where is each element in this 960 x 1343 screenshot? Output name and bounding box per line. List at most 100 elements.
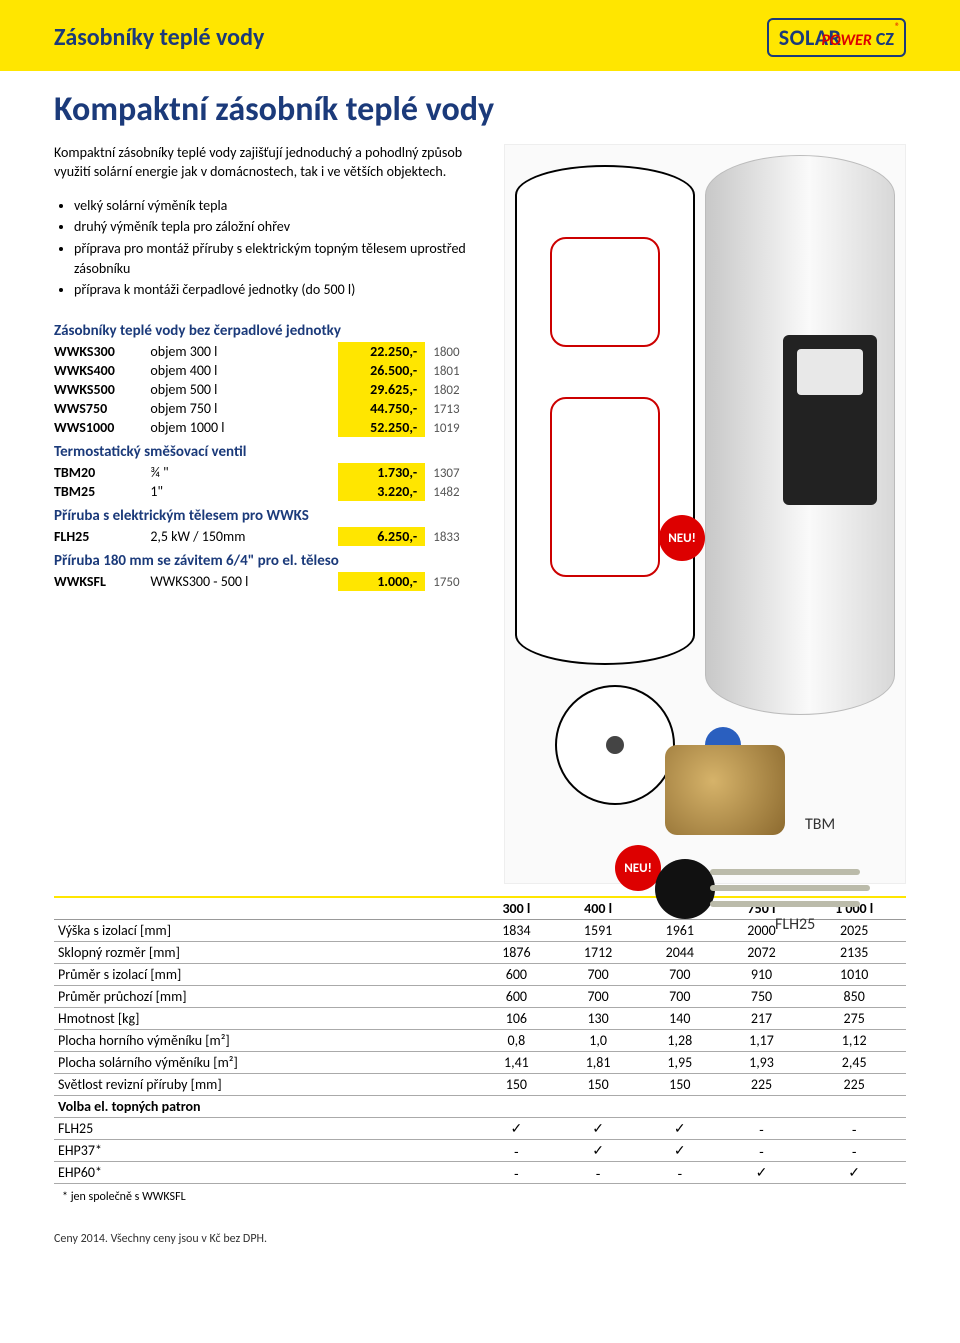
two-column-layout: Kompaktní zásobníky teplé vody zajišťují… [54, 144, 906, 884]
spec-cell: 850 [802, 986, 906, 1008]
spec-cell: ✓ [557, 1140, 639, 1162]
main-content: Kompaktní zásobník teplé vody Kompaktní … [0, 71, 960, 884]
product-price: 29.625,- [338, 380, 425, 399]
product-code: WWKSFL [54, 572, 150, 591]
spec-header [54, 897, 476, 920]
spec-row: Světlost revizní příruby [mm]15015015022… [54, 1074, 906, 1096]
spec-cell: 1,93 [721, 1052, 803, 1074]
category-title: Zásobníky teplé vody [54, 23, 264, 52]
flange-top-view-icon [555, 685, 675, 805]
spec-cell: 1,17 [721, 1030, 803, 1052]
spec-cell: 217 [721, 1008, 803, 1030]
product-sku: 1750 [425, 572, 484, 591]
spec-cell: 1834 [476, 920, 558, 942]
price-section-title: Příruba 180 mm se závitem 6/4" pro el. t… [54, 552, 484, 570]
header-band: Zásobníky teplé vody SOLARPOWERCZ ® [0, 0, 960, 71]
spec-section-label: Volba el. topných patron [54, 1096, 906, 1118]
price-row: WWKS400objem 400 l26.500,-1801 [54, 361, 484, 380]
product-code: WWS1000 [54, 418, 150, 437]
logo-power-text: POWER [822, 31, 872, 50]
spec-cell: 150 [557, 1074, 639, 1096]
spec-cell: 700 [639, 964, 721, 986]
spec-header: 400 l [557, 897, 639, 920]
flh-rod-icon [710, 901, 860, 907]
spec-cell: 750 [721, 986, 803, 1008]
spec-cell: 150 [476, 1074, 558, 1096]
spec-cell: ✓ [639, 1140, 721, 1162]
spec-cell: - [476, 1140, 558, 1162]
spec-label: EHP37* [54, 1140, 476, 1162]
page-footer: Ceny 2014. Všechny ceny jsou v Kč bez DP… [0, 1204, 960, 1258]
spec-cell: 2,45 [802, 1052, 906, 1074]
spec-row: Průměr průchozí [mm]600700700750850 [54, 986, 906, 1008]
spec-cell: ✓ [557, 1118, 639, 1140]
price-row: TBM20¾ "1.730,-1307 [54, 463, 484, 482]
spec-label: Světlost revizní příruby [mm] [54, 1074, 476, 1096]
spec-cell: 0,8 [476, 1030, 558, 1052]
left-column: Kompaktní zásobníky teplé vody zajišťují… [54, 144, 484, 884]
price-table-tanks: WWKS300objem 300 l22.250,-1800 WWKS400ob… [54, 342, 484, 437]
product-sku: 1019 [425, 418, 484, 437]
product-code: WWKS400 [54, 361, 150, 380]
spec-cell: - [639, 1162, 721, 1184]
tbm-valve-icon [665, 745, 785, 835]
spec-row: Hmotnost [kg]106130140217275 [54, 1008, 906, 1030]
spec-label: FLH25 [54, 1118, 476, 1140]
price-row: WWKSFLWWKS300 - 500 l1.000,-1750 [54, 572, 484, 591]
spec-cell: 225 [802, 1074, 906, 1096]
spec-cell: 1010 [802, 964, 906, 986]
product-desc: 1" [150, 482, 338, 501]
solar-coil-icon [550, 397, 660, 577]
spec-cell: - [802, 1118, 906, 1140]
spec-cell: 1,0 [557, 1030, 639, 1052]
product-desc: ¾ " [150, 463, 338, 482]
spec-cell: 225 [721, 1074, 803, 1096]
feature-bullets: velký solární výměník tepla druhý výmění… [54, 196, 484, 300]
spec-cell: 2044 [639, 942, 721, 964]
spec-cell: ✓ [721, 1162, 803, 1184]
spec-row: Průměr s izolací [mm]6007007009101010 [54, 964, 906, 986]
product-price: 1.000,- [338, 572, 425, 591]
price-row: WWKS500objem 500 l29.625,-1802 [54, 380, 484, 399]
spec-cell: 1876 [476, 942, 558, 964]
product-sku: 1833 [425, 527, 484, 546]
spec-cell: 1,95 [639, 1052, 721, 1074]
spec-footnote: * jen společně s WWKSFL [62, 1190, 906, 1204]
product-price: 52.250,- [338, 418, 425, 437]
spec-label: Hmotnost [kg] [54, 1008, 476, 1030]
spec-table: 300 l 400 l 500 l 750 l 1 000 l Výška s … [54, 896, 906, 1184]
price-row: WWS750objem 750 l44.750,-1713 [54, 399, 484, 418]
spec-cell: 130 [557, 1008, 639, 1030]
bullet-item: druhý výměník tepla pro záložní ohřev [74, 217, 484, 237]
spec-cell: 910 [721, 964, 803, 986]
spec-row: Plocha solárního výměníku [m²]1,411,811,… [54, 1052, 906, 1074]
spec-cell: 1,28 [639, 1030, 721, 1052]
spec-label: Průměr průchozí [mm] [54, 986, 476, 1008]
price-section-title: Příruba s elektrickým tělesem pro WWKS [54, 507, 484, 525]
product-desc: objem 300 l [150, 342, 338, 361]
product-code: WWS750 [54, 399, 150, 418]
product-sku: 1307 [425, 463, 484, 482]
spec-cell: 275 [802, 1008, 906, 1030]
flh-heater-icon [655, 855, 855, 925]
product-code: WWKS500 [54, 380, 150, 399]
tbm-label: TBM [805, 815, 835, 834]
intro-paragraph: Kompaktní zásobníky teplé vody zajišťují… [54, 144, 484, 182]
flh-rod-icon [710, 869, 860, 875]
product-desc: objem 500 l [150, 380, 338, 399]
price-table-valve: TBM20¾ "1.730,-1307 TBM251"3.220,-1482 [54, 463, 484, 501]
spec-cell: - [721, 1140, 803, 1162]
product-price: 3.220,- [338, 482, 425, 501]
product-code: FLH25 [54, 527, 150, 546]
price-section-title: Termostatický směšovací ventil [54, 443, 484, 461]
spec-cell: 700 [639, 986, 721, 1008]
spec-row: Plocha horního výměníku [m²]0,81,01,281,… [54, 1030, 906, 1052]
product-code: WWKS300 [54, 342, 150, 361]
logo-cz-text: CZ [876, 28, 894, 50]
spec-label: EHP60* [54, 1162, 476, 1184]
tank-cutaway-diagram-icon [515, 165, 695, 665]
flh-label: FLH25 [775, 915, 815, 934]
spec-label: Sklopný rozměr [mm] [54, 942, 476, 964]
spec-cell: ✓ [476, 1118, 558, 1140]
price-row: WWS1000objem 1000 l52.250,-1019 [54, 418, 484, 437]
